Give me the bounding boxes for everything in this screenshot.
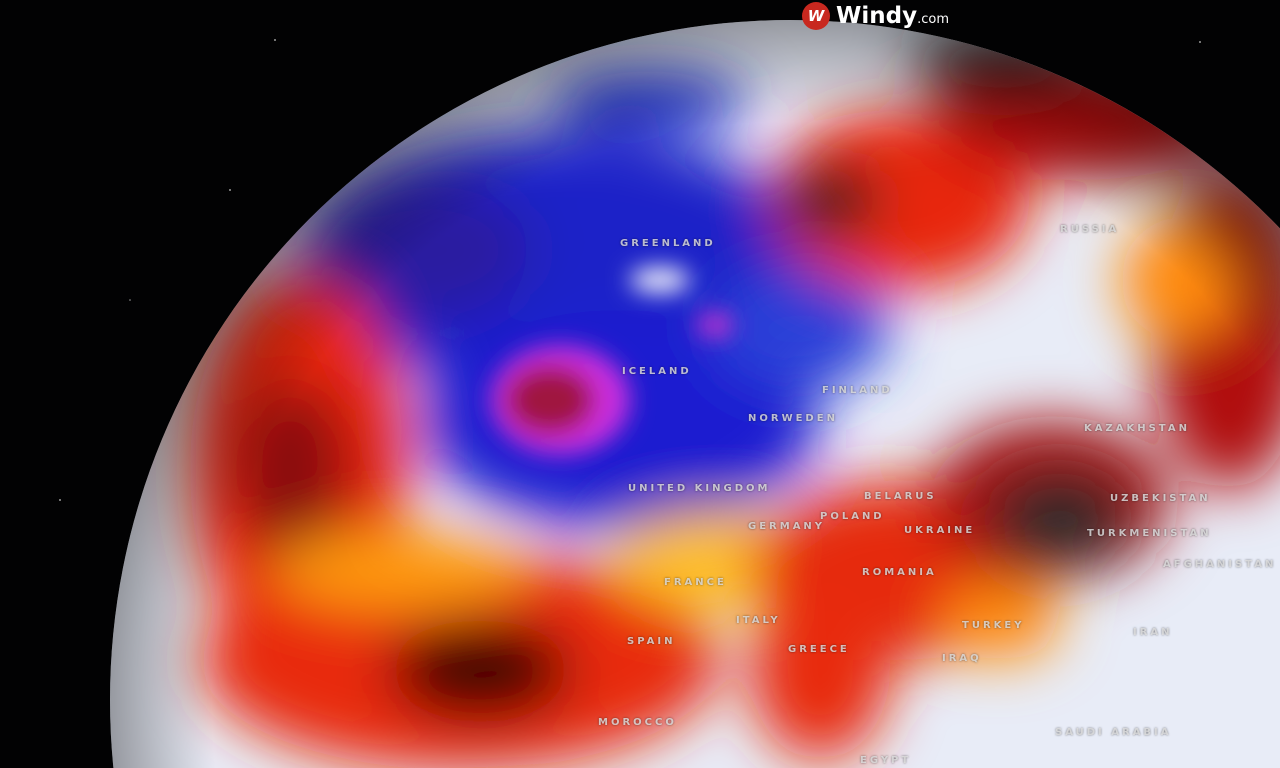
country-label: SAUDI ARABIA bbox=[1055, 727, 1172, 738]
country-label: KAZAKHSTAN bbox=[1084, 423, 1190, 434]
country-label: GREECE bbox=[788, 644, 850, 655]
country-label: MOROCCO bbox=[598, 717, 677, 728]
country-label: BELARUS bbox=[864, 491, 937, 502]
country-label: FINLAND bbox=[822, 385, 893, 396]
country-label: UKRAINE bbox=[904, 525, 976, 536]
country-label: FRANCE bbox=[664, 577, 727, 588]
country-label: TURKEY bbox=[962, 620, 1025, 631]
country-label: POLAND bbox=[820, 511, 885, 522]
country-label: ITALY bbox=[736, 615, 781, 626]
country-label: ROMANIA bbox=[862, 567, 937, 578]
country-label: AFGHANISTAN bbox=[1163, 559, 1277, 570]
country-label: RUSSIA bbox=[1060, 224, 1120, 235]
country-label: GERMANY bbox=[748, 521, 826, 532]
brand-suffix: .com bbox=[917, 12, 949, 27]
country-label: IRAQ bbox=[942, 653, 982, 664]
windy-logo-icon: W bbox=[802, 2, 830, 30]
country-label: SPAIN bbox=[627, 636, 676, 647]
windy-logo[interactable]: W Windy.com bbox=[802, 2, 949, 30]
country-label: TURKMENISTAN bbox=[1087, 528, 1212, 539]
country-label: GREENLAND bbox=[620, 238, 716, 249]
country-label: IRAN bbox=[1133, 627, 1173, 638]
country-label: UZBEKISTAN bbox=[1110, 493, 1211, 504]
stars bbox=[59, 39, 1201, 501]
country-label: ICELAND bbox=[622, 366, 692, 377]
brand-name-text: Windy bbox=[836, 3, 918, 29]
brand-name: Windy.com bbox=[836, 3, 949, 29]
country-label: UNITED KINGDOM bbox=[628, 483, 771, 494]
country-label: NORWEDEN bbox=[748, 413, 838, 424]
country-label: EGYPT bbox=[860, 755, 912, 766]
